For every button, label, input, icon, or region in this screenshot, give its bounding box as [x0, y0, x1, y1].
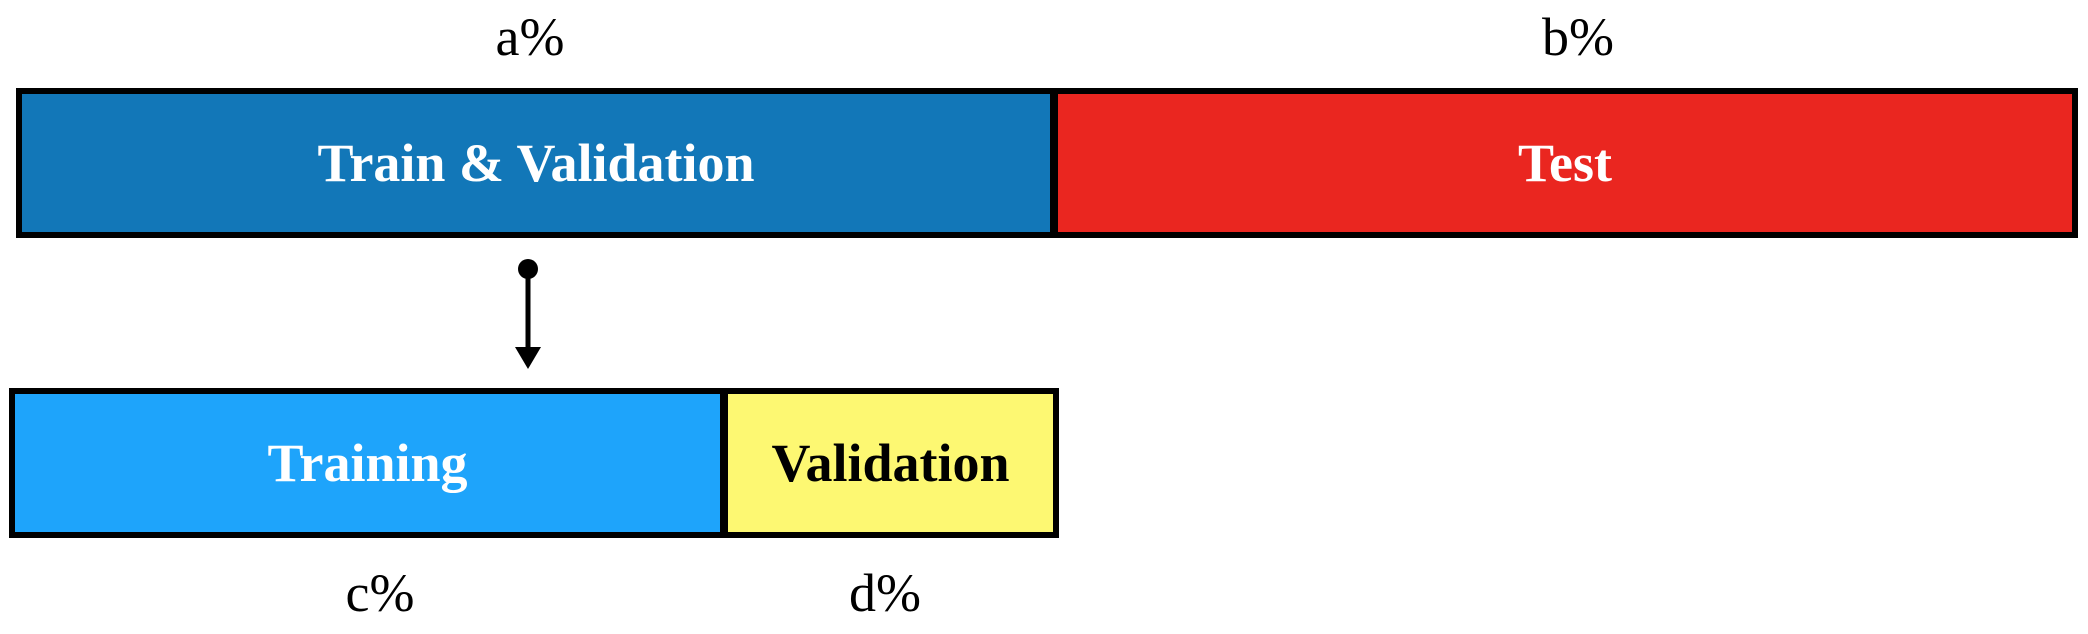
train-val-label: Train & Validation	[317, 133, 755, 193]
validation-label: Validation	[771, 433, 1010, 493]
train-val-segment: Train & Validation	[22, 94, 1050, 232]
arrow-down-icon	[515, 259, 541, 369]
test-label: Test	[1517, 133, 1613, 193]
training-label: Training	[267, 433, 468, 493]
training-segment: Training	[15, 394, 720, 532]
validation-segment: Validation	[720, 394, 1053, 532]
test-segment: Test	[1050, 94, 2072, 232]
training-percent-label: c%	[345, 563, 415, 623]
top-split-bar: Train & Validation Test	[16, 88, 2078, 238]
bottom-split-bar: Training Validation	[9, 388, 1059, 538]
train-val-percent-label: a%	[495, 7, 565, 67]
validation-percent-label: d%	[849, 563, 921, 623]
test-percent-label: b%	[1542, 7, 1614, 67]
